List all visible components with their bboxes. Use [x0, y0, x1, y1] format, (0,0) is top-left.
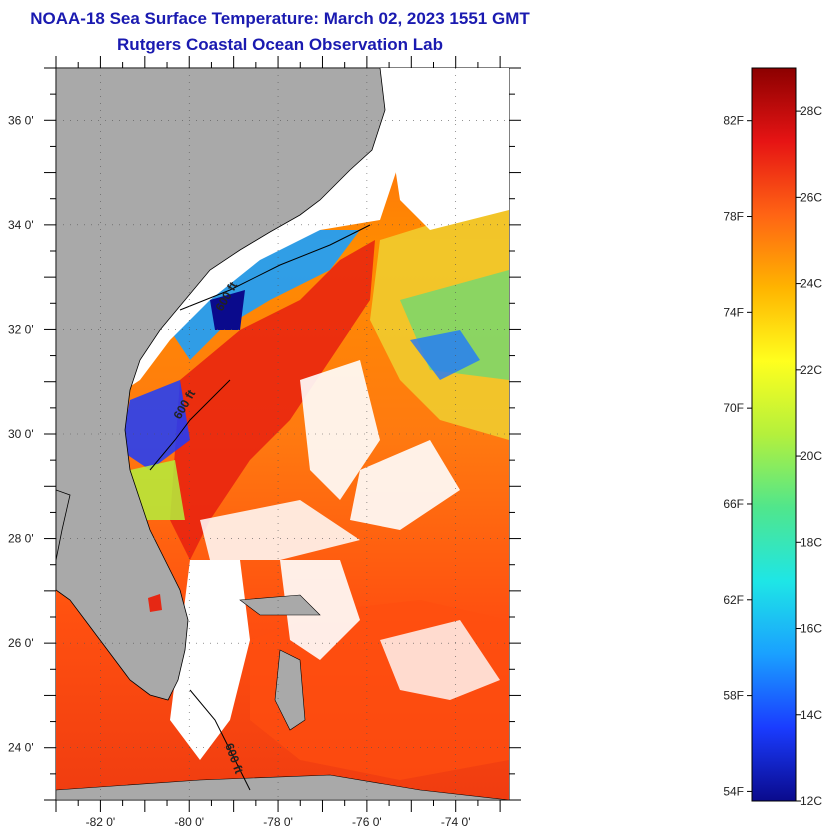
lat-tick-label: 26 0' — [8, 636, 34, 650]
lake-okeechobee — [148, 594, 162, 612]
fahrenheit-tick-label: 70F — [723, 401, 744, 415]
lat-tick-label: 36 0' — [8, 113, 34, 127]
fahrenheit-tick-label: 78F — [723, 210, 744, 224]
celsius-tick-label: 16C — [800, 622, 822, 636]
celsius-tick-label: 20C — [800, 449, 822, 463]
land-grand-bahama — [239, 594, 321, 616]
cloud-northeast — [380, 68, 509, 230]
lon-tick-label: -74 0' — [441, 815, 471, 829]
colorbar-ramp — [751, 67, 797, 802]
cloud-band-1 — [300, 360, 380, 500]
map-title: NOAA-18 Sea Surface Temperature: March 0… — [30, 9, 530, 28]
lat-tick-label: 28 0' — [8, 532, 34, 546]
map-ticks: 36 0' 34 0' 32 0' 30 0' 28 0' 26 0' 24 0' -82 0… — [8, 56, 521, 829]
lat-tick-label: 30 0' — [8, 427, 34, 441]
lon-tick-label: -76 0' — [352, 815, 382, 829]
cloud-southeast — [380, 620, 500, 700]
fahrenheit-tick-label: 74F — [723, 305, 744, 319]
fahrenheit-tick-label: 54F — [723, 784, 744, 798]
lon-tick-label: -80 0' — [174, 815, 204, 829]
gulf-stream-warm-core — [170, 240, 375, 560]
celsius-tick-label: 22C — [800, 363, 822, 377]
lon-tick-label: -78 0' — [263, 815, 293, 829]
cloud-bahamas — [280, 560, 360, 660]
map-subtitle: Rutgers Coastal Ocean Observation Lab — [117, 35, 443, 54]
land-southeast-us — [56, 68, 386, 701]
sst-map: 600 ft 600 ft 600 ft 36 0'34 0'32 0'30 0… — [8, 56, 521, 829]
celsius-tick-label: 18C — [800, 535, 822, 549]
fahrenheit-tick-label: 66F — [723, 497, 744, 511]
cool-blue-patch — [410, 330, 480, 380]
contour-600ft — [149, 224, 371, 791]
land-andros — [274, 649, 306, 731]
lat-tick-label: 34 0' — [8, 218, 34, 232]
cold-shelf-fl — [120, 380, 190, 470]
celsius-tick-label: 26C — [800, 190, 822, 204]
fahrenheit-tick-label: 62F — [723, 593, 744, 607]
fahrenheit-tick-label: 58F — [723, 689, 744, 703]
lat-tick-label: 32 0' — [8, 322, 34, 336]
celsius-tick-label: 24C — [800, 277, 822, 291]
cold-shelf-ga — [130, 460, 185, 520]
map-body — [56, 68, 509, 800]
celsius-tick-label: 12C — [800, 794, 822, 808]
land-gulf-coast — [56, 489, 71, 561]
graticule — [56, 68, 509, 800]
cloud-band-2 — [350, 440, 460, 530]
fahrenheit-tick-label: 82F — [723, 114, 744, 128]
cold-shelf-dark — [210, 290, 245, 330]
land-cuba — [56, 774, 509, 800]
lat-tick-label: 24 0' — [8, 741, 34, 755]
cloud-straits — [170, 560, 250, 760]
celsius-tick-label: 28C — [800, 104, 822, 118]
lon-tick-label: -82 0' — [86, 815, 116, 829]
celsius-tick-label: 14C — [800, 708, 822, 722]
colorbar-ticks: 28C 26C 24C 22C 20C 18C 16C 14C 12C 82F 78F 74F 70F 6… — [723, 104, 822, 808]
colorbar: 28C 26C 24C 22C 20C 18C 16C 14C 12C 82F 78F 74F 70F 6… — [723, 67, 822, 808]
cloud-band-3 — [200, 500, 360, 560]
